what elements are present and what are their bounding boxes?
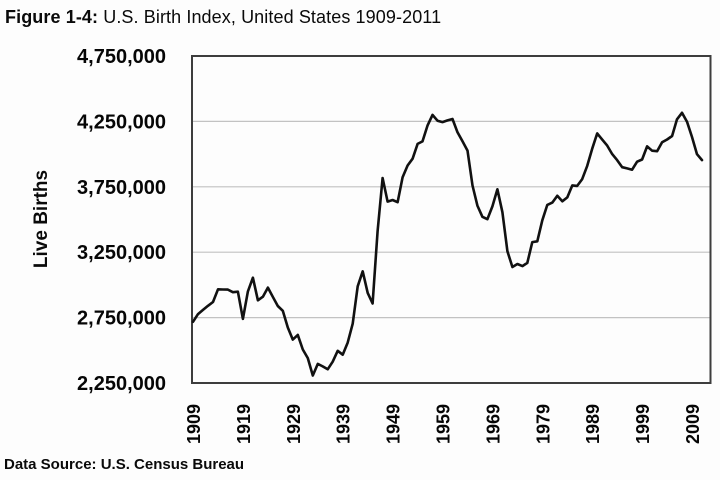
chart-plot-group: 2,250,000 2,750,000 3,250,000 3,750,000 4,25… [77, 46, 712, 444]
x-axis-tick-label: 1989 [583, 404, 603, 444]
y-axis-tick-label: 3,750,000 [77, 177, 166, 199]
live-births-line [191, 111, 704, 377]
x-axis-tick-label: 1909 [184, 404, 204, 444]
y-axis-tick-label: 4,750,000 [77, 46, 166, 68]
y-axis-tick-label: 3,250,000 [77, 242, 166, 264]
x-axis-tick-label: 1979 [533, 404, 553, 444]
x-axis-tick-label: 2009 [683, 404, 703, 444]
x-axis-tick-label: 1919 [234, 404, 254, 444]
x-axis-tick-label: 1929 [284, 404, 304, 444]
x-axis-tick-label: 1969 [483, 404, 503, 444]
figure-number: Figure 1-4: [5, 7, 99, 27]
figure-title: Figure 1-4: U.S. Birth Index, United Sta… [5, 7, 441, 28]
y-axis-tick-label: 2,250,000 [77, 373, 166, 395]
figure-title-text: U.S. Birth Index, United States 1909-201… [98, 7, 442, 27]
x-axis-tick-label: 1949 [384, 404, 404, 444]
y-axis-tick-label: 4,250,000 [77, 111, 166, 133]
x-axis-tick-label: 1939 [334, 404, 354, 444]
x-axis-tick-label: 1999 [633, 404, 653, 444]
data-source-note: Data Source: U.S. Census Bureau [4, 456, 245, 473]
x-axis-tick-label: 1959 [434, 404, 454, 444]
y-axis-tick-label: 2,750,000 [77, 308, 166, 330]
plot-border [191, 55, 712, 384]
y-axis-title: Live Births [31, 170, 52, 268]
